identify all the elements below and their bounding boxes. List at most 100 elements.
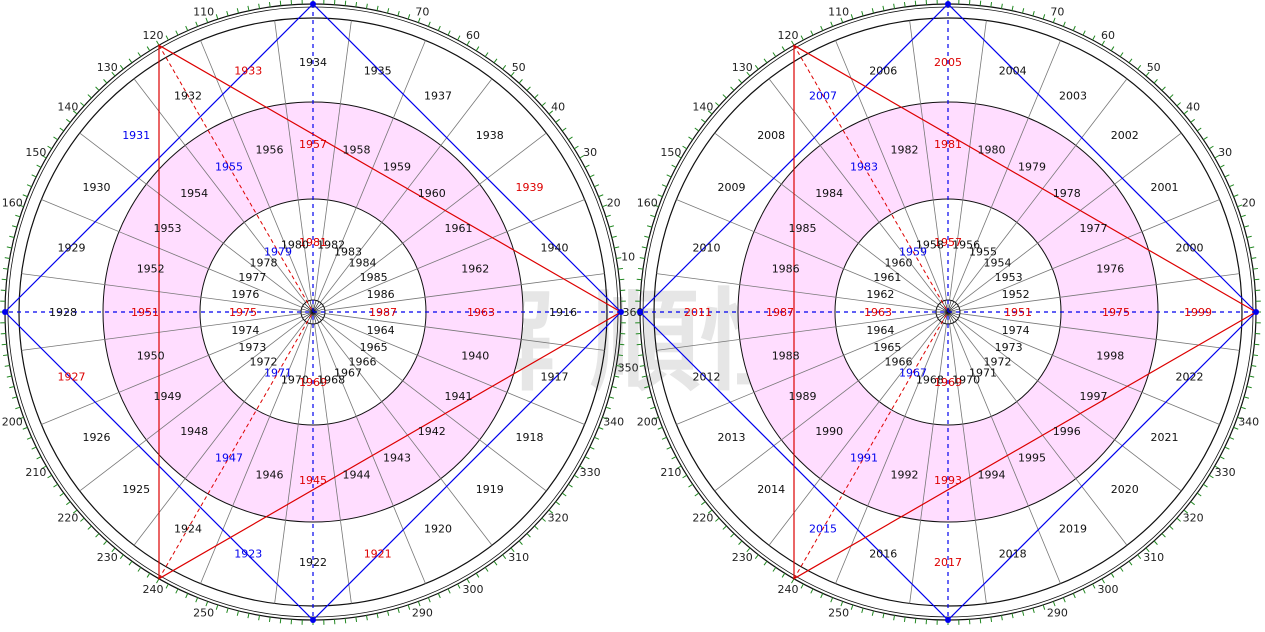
degree-tick (764, 59, 767, 63)
band-year-label: 1960 (418, 187, 446, 200)
degree-tick (851, 605, 853, 610)
degree-tick (1093, 36, 1095, 40)
degree-label: 210 (25, 466, 46, 479)
degree-tick (377, 613, 378, 618)
degree-tick (662, 185, 667, 187)
degree-label: 220 (57, 512, 78, 525)
degree-tick (96, 87, 99, 91)
degree-tick (715, 518, 719, 521)
degree-tick (594, 185, 599, 187)
degree-tick (618, 355, 623, 356)
band-year-label: 1982 (891, 144, 919, 157)
inner-year-label: 1973 (995, 341, 1023, 354)
degree-tick (345, 618, 346, 623)
degree-tick (821, 593, 823, 598)
degree-tick (1129, 59, 1132, 63)
outer-year-label: 1930 (83, 181, 111, 194)
degree-tick (883, 613, 884, 618)
band-year-label: 1956 (256, 144, 284, 157)
degree-tick (821, 26, 823, 31)
degree-tick (32, 175, 36, 177)
degree-tick (527, 534, 530, 538)
degree-tick (590, 175, 594, 177)
degree-tick (2, 344, 7, 345)
degree-tick (599, 195, 604, 197)
degree-tick (764, 561, 767, 565)
degree-tick (872, 8, 873, 13)
degree-tick (37, 457, 41, 459)
degree-tick (1247, 387, 1252, 388)
inner-year-label: 1971 (969, 367, 997, 380)
degree-tick (1170, 526, 1174, 529)
degree-tick (377, 6, 378, 11)
band-year-label: 1986 (772, 263, 800, 276)
degree-tick (438, 26, 440, 31)
degree-tick (841, 18, 843, 23)
degree-tick (689, 484, 693, 487)
degree-label: 50 (512, 61, 526, 74)
band-year-label: 1995 (1018, 452, 1046, 465)
outer-year-label: 2002 (1111, 129, 1139, 142)
outer-year-label: 2022 (1176, 371, 1204, 384)
degree-tick (672, 165, 676, 167)
degree-tick (186, 26, 188, 31)
degree-tick (2, 279, 7, 280)
degree-tick (1053, 601, 1055, 606)
degree-tick (535, 95, 539, 98)
degree-tick (662, 437, 667, 439)
degree-tick (556, 502, 560, 505)
band-year-label: 1993 (934, 474, 962, 487)
degree-label: 20 (1242, 197, 1256, 210)
degree-tick (428, 598, 430, 603)
degree-label: 320 (548, 512, 569, 525)
degree-tick (216, 605, 218, 610)
outer-year-label: 2012 (693, 371, 721, 384)
degree-tick (618, 268, 623, 269)
degree-tick (695, 493, 699, 496)
degree-tick (438, 593, 440, 598)
degree-tick (1154, 79, 1157, 83)
degree-tick (872, 611, 873, 616)
degree-tick (701, 502, 705, 505)
degree-tick (186, 593, 188, 598)
band-year-label: 1944 (343, 468, 371, 481)
degree-tick (280, 1, 281, 6)
degree-label: 310 (1143, 551, 1164, 564)
degree-label: 340 (1238, 415, 1259, 428)
inner-year-label: 1961 (873, 271, 901, 284)
band-year-label: 1998 (1096, 350, 1124, 363)
degree-tick (1129, 561, 1132, 565)
outer-year-label: 1921 (364, 548, 392, 561)
degree-label: 290 (412, 607, 433, 620)
degree-label: 10 (621, 250, 635, 263)
degree-tick (66, 502, 70, 505)
degree-label: 70 (1050, 5, 1064, 18)
degree-tick (650, 407, 655, 409)
inner-year-label: 1960 (885, 257, 913, 270)
degree-tick (894, 4, 895, 9)
degree-tick (782, 573, 785, 577)
degree-label: 250 (193, 607, 214, 620)
degree-tick (176, 31, 178, 35)
degree-label: 200 (637, 415, 658, 428)
band-year-label: 1984 (815, 187, 843, 200)
degree-label: 230 (732, 551, 753, 564)
degree-tick (37, 165, 41, 167)
degree-tick (80, 518, 84, 521)
degree-label: 150 (660, 146, 681, 159)
degree-tick (166, 584, 168, 588)
degree-tick (1225, 175, 1229, 177)
degree-tick (206, 601, 208, 606)
outer-year-label: 1932 (174, 90, 202, 103)
degree-tick (667, 175, 671, 177)
band-year-label: 1992 (891, 468, 919, 481)
degree-label: 210 (660, 466, 681, 479)
degree-tick (1093, 584, 1095, 588)
inner-year-label: 1976 (231, 288, 259, 301)
outer-year-label: 1920 (424, 523, 452, 536)
degree-tick (458, 584, 460, 588)
degree-tick (96, 534, 99, 538)
degree-tick (701, 119, 705, 122)
band-year-label: 1990 (815, 425, 843, 438)
